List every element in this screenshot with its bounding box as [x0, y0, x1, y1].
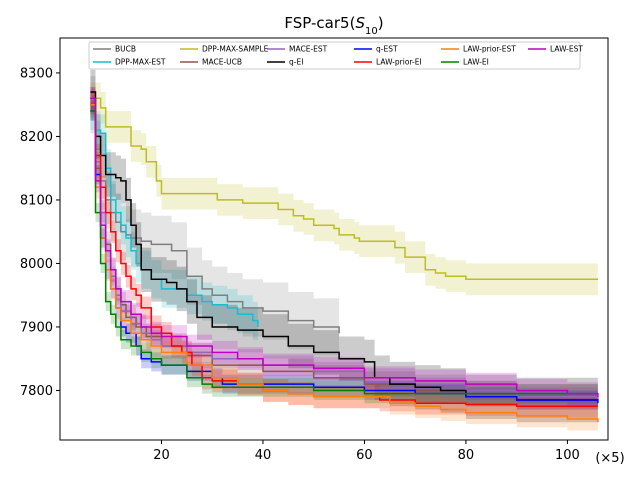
confidence-bands: [90, 69, 598, 434]
legend-label: q-EI: [289, 58, 303, 67]
legend-label: LAW-EST: [550, 45, 583, 54]
legend-label: q-EST: [376, 45, 398, 54]
y-tick-label: 8000: [20, 257, 53, 272]
axes-frame: [59, 37, 609, 441]
series-line-q-EI: [90, 91, 598, 401]
y-tick-label: 8100: [20, 193, 53, 208]
legend-label: BUCB: [115, 45, 136, 54]
x-tick-label: 80: [458, 448, 475, 463]
x-axis-multiplier: (×5): [595, 451, 624, 466]
band-DPP-MAX-SAMPLE: [90, 82, 598, 296]
y-axis: 7800 7900 8000 8100 8200 8300: [20, 66, 60, 399]
x-tick-label: 100: [555, 448, 580, 463]
series-line-LAW-EST: [90, 97, 599, 397]
band-BUCB: [90, 76, 340, 362]
x-tick-label: 40: [255, 448, 272, 463]
series-line-BUCB: [90, 103, 340, 334]
series-line-LAW-EI: [90, 110, 598, 395]
x-axis: 20 40 60 80 100: [153, 440, 580, 463]
legend-label: LAW-EI: [463, 58, 489, 67]
series-lines: [90, 91, 599, 423]
series-line-LAW-prior-EST: [90, 103, 599, 423]
legend-label: MACE-EST: [289, 45, 328, 54]
legend-label: DPP-MAX-SAMPLE: [202, 45, 269, 54]
band-q-EI: [90, 69, 598, 423]
legend-label: DPP-MAX-EST: [115, 58, 166, 67]
legend: BUCB DPP-MAX-EST DPP-MAX-SAMPLE MACE-UCB MAC…: [88, 41, 583, 70]
legend-label: MACE-UCB: [202, 58, 242, 67]
y-tick-label: 7800: [20, 384, 53, 399]
y-tick-label: 8300: [20, 66, 53, 81]
chart-title: FSP-car5(S10): [284, 14, 383, 37]
y-tick-label: 7900: [20, 320, 53, 335]
legend-label: LAW-prior-EST: [463, 45, 516, 54]
y-tick-label: 8200: [20, 130, 53, 145]
series-line-DPP-MAX-SAMPLE: [90, 97, 598, 281]
x-tick-label: 20: [153, 448, 170, 463]
x-tick-label: 60: [356, 448, 373, 463]
legend-label: LAW-prior-EI: [376, 58, 422, 67]
band-DPP-MAX-EST: [90, 92, 258, 346]
